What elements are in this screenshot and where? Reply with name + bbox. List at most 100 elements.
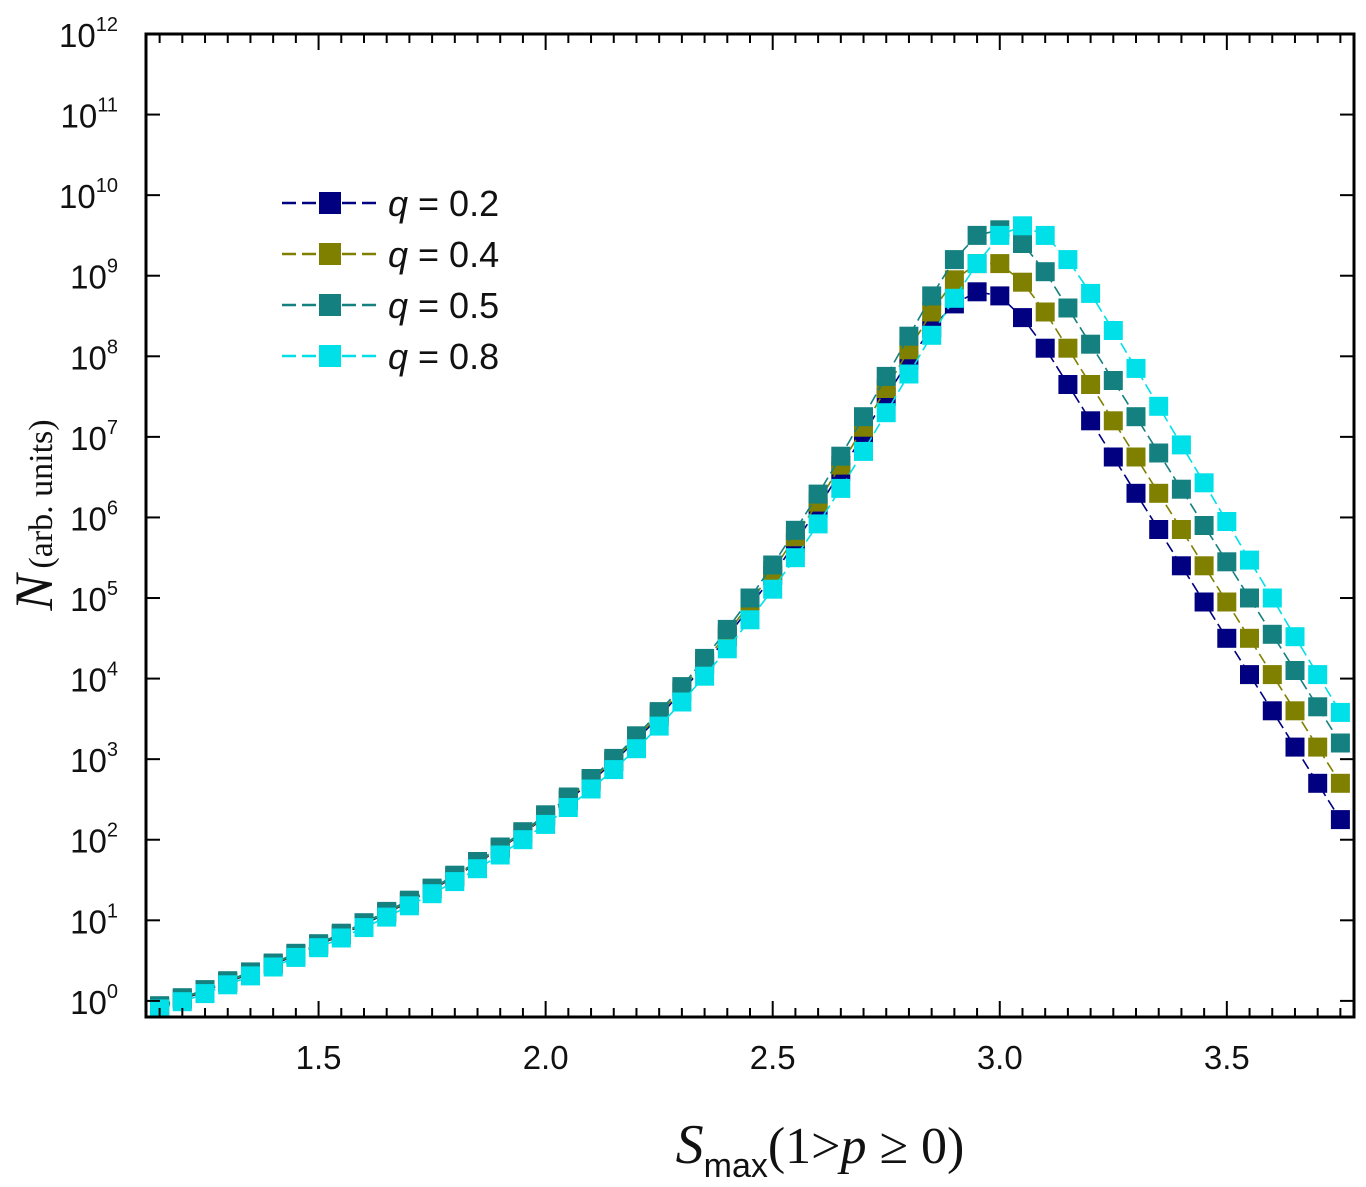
data-point (922, 286, 942, 306)
series-0 (150, 282, 1350, 1017)
y-tick-label: 1011 (61, 95, 118, 135)
data-point (1126, 483, 1146, 503)
data-point (740, 610, 760, 630)
data-point (172, 992, 192, 1012)
x-tick-label: 3.0 (977, 1039, 1023, 1076)
legend-item: q = 0.8 (282, 336, 499, 377)
data-point (854, 407, 873, 427)
x-tick-label: 2.0 (523, 1039, 569, 1076)
y-tick-label: 1010 (59, 175, 118, 215)
data-point (399, 896, 419, 916)
series-3 (150, 216, 1350, 1019)
data-point (672, 677, 692, 697)
data-point (876, 366, 896, 386)
x-axis-label-condition-prefix: (1> (768, 1118, 841, 1175)
data-point (1217, 592, 1237, 612)
data-point (854, 441, 873, 461)
data-point (831, 478, 851, 498)
data-point (1103, 371, 1123, 390)
data-point (990, 286, 1010, 306)
legend: q = 0.2 q = 0.4 q = 0.5 q = 0.8 (282, 183, 499, 377)
data-point (1103, 411, 1123, 431)
data-point (967, 225, 987, 245)
data-point (490, 845, 510, 865)
data-point (1285, 661, 1305, 680)
legend-marker (319, 345, 341, 367)
data-point (763, 555, 783, 575)
y-tick-label: 106 (70, 497, 118, 537)
legend-item: q = 0.5 (282, 285, 499, 326)
legend-label: q = 0.8 (388, 336, 499, 377)
data-point (1126, 447, 1146, 467)
data-point (1330, 733, 1350, 753)
data-point (808, 484, 828, 504)
axis-ticks: 1.5 2.0 2.5 3.0 3.51001011021031041051061071… (59, 14, 1354, 1076)
data-point (445, 872, 465, 892)
data-point (1081, 334, 1101, 354)
data-point (1240, 665, 1259, 685)
data-point (286, 947, 306, 967)
data-point (354, 918, 374, 938)
data-point (899, 364, 919, 384)
data-point (1126, 407, 1146, 427)
x-axis-label: Smax(1>p ≥ 0) (676, 1114, 965, 1185)
data-point (1240, 628, 1259, 648)
y-tick-label: 1012 (59, 14, 118, 54)
data-point (1103, 447, 1123, 467)
data-point (672, 692, 692, 712)
y-tick-label: 101 (70, 900, 118, 940)
y-tick-label: 107 (70, 417, 118, 457)
data-point (1240, 588, 1259, 608)
data-point (1308, 665, 1328, 685)
data-point (581, 779, 601, 799)
legend-item: q = 0.4 (282, 234, 499, 275)
y-tick-exponent: 8 (107, 336, 118, 358)
data-point (377, 907, 397, 927)
data-point (1308, 697, 1328, 717)
legend-label: q = 0.2 (388, 183, 499, 224)
data-point (1262, 624, 1282, 644)
data-point (241, 966, 260, 986)
x-tick-label: 1.5 (296, 1039, 342, 1076)
data-point (649, 702, 669, 722)
data-point (1058, 338, 1078, 358)
data-point (922, 302, 942, 322)
data-point (1149, 443, 1169, 463)
data-point (922, 325, 942, 345)
legend-marker (319, 243, 341, 265)
y-tick-exponent: 9 (107, 256, 118, 278)
data-point (785, 548, 805, 568)
data-point (1149, 396, 1169, 416)
series-line (159, 262, 1342, 1008)
data-point (1262, 701, 1282, 721)
data-point (309, 938, 329, 958)
y-tick-exponent: 12 (96, 14, 118, 36)
data-point (649, 716, 669, 736)
x-tick-label: 3.5 (1204, 1039, 1250, 1076)
data-point (1194, 473, 1214, 493)
data-point (1149, 483, 1169, 503)
data-point (1171, 556, 1191, 576)
y-tick-exponent: 3 (107, 739, 118, 761)
data-point (1308, 737, 1328, 757)
x-axis-label-condition-suffix: ≥ 0) (867, 1118, 965, 1175)
data-point (468, 859, 487, 879)
data-point (1013, 308, 1032, 328)
data-point (695, 666, 715, 686)
data-point (1285, 701, 1305, 721)
data-point (1013, 272, 1032, 292)
y-tick-label: 104 (70, 659, 118, 699)
data-point (331, 928, 351, 948)
data-point (1081, 283, 1101, 303)
data-point (808, 514, 828, 534)
data-point (1081, 375, 1101, 394)
data-point (876, 403, 896, 423)
data-point (1149, 520, 1169, 539)
y-tick-label: 103 (70, 739, 118, 779)
data-point (218, 975, 238, 995)
data-point (558, 798, 578, 817)
data-point (695, 648, 715, 668)
y-tick-exponent: 1 (107, 900, 118, 922)
data-point (944, 250, 964, 270)
